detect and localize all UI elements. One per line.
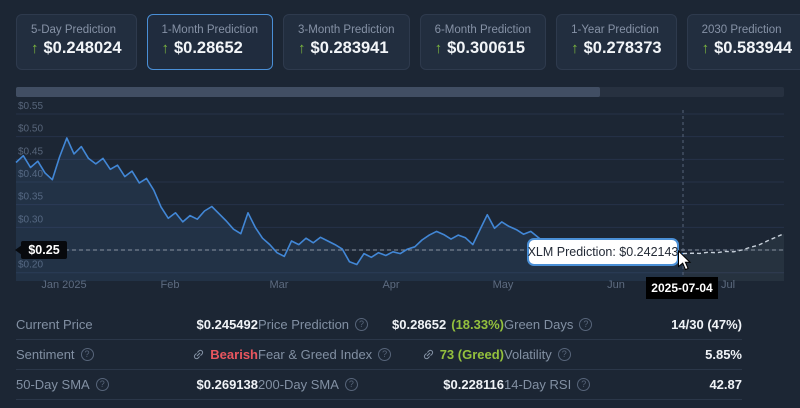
stat-200-day-sma: 200-Day SMA? $0.228116: [258, 370, 504, 400]
up-arrow-icon: ↑: [298, 40, 306, 57]
link-icon[interactable]: [419, 345, 437, 363]
prediction-card-5-day-prediction[interactable]: 5-Day Prediction ↑ $0.248024: [16, 14, 137, 70]
stat-value: 73 (Greed): [439, 347, 504, 362]
svg-text:$0.25: $0.25: [28, 243, 59, 257]
stat-label: Price Prediction: [258, 317, 350, 332]
stat-value: $0.228116: [443, 377, 504, 392]
prediction-card-label: 3-Month Prediction: [298, 24, 395, 36]
stat-price-prediction: Price Prediction? $0.28652 (18.33%): [258, 310, 504, 340]
chart-scrollbar[interactable]: [16, 87, 784, 97]
help-icon[interactable]: ?: [577, 378, 591, 391]
prediction-card-value: $0.283941: [310, 39, 389, 57]
prediction-card-label: 5-Day Prediction: [31, 24, 117, 36]
stat-label: Sentiment: [16, 347, 75, 362]
price-chart[interactable]: $0.55 $0.50 $0.45 $0.40 $0.35 $0.30 $0.20 Jan 2…: [0, 100, 800, 304]
help-icon[interactable]: ?: [355, 318, 369, 331]
help-icon[interactable]: ?: [95, 378, 109, 391]
prediction-card-1-month-prediction[interactable]: 1-Month Prediction ↑ $0.28652: [146, 14, 274, 70]
stat-label: 14-Day RSI: [504, 377, 572, 392]
chart-tooltip: XLM Prediction: $0.242143: [527, 238, 679, 266]
prediction-card-value: $0.583944: [714, 39, 793, 57]
stats-table: Current Price $0.245492 Price Prediction? $…: [0, 304, 800, 400]
prediction-card-value: $0.28652: [174, 39, 243, 57]
stat-value: Bearish: [210, 347, 258, 362]
x-tick-label: Jul: [721, 279, 735, 291]
stat-value: $0.269138: [196, 377, 258, 392]
prediction-line: [682, 233, 785, 255]
stat-label: Green Days: [504, 317, 574, 332]
stat-value: 42.87: [709, 377, 742, 392]
help-icon[interactable]: ?: [579, 318, 593, 331]
help-icon[interactable]: ?: [344, 378, 358, 391]
stat-label: 50-Day SMA: [16, 377, 90, 392]
stat-14-day-rsi: 14-Day RSI? 42.87: [504, 370, 742, 400]
y-tick-label: $0.30: [18, 214, 43, 225]
x-tick-label: Feb: [161, 279, 180, 291]
price-area: [16, 138, 683, 281]
stat-label: Current Price: [16, 317, 93, 332]
stat-fear-greed-index: Fear & Greed Index? 73 (Greed): [258, 340, 504, 370]
svg-text:2025-07-04: 2025-07-04: [651, 281, 713, 295]
y-tick-label: $0.55: [18, 101, 43, 112]
stat-value: $0.245492: [196, 317, 258, 332]
up-arrow-icon: ↑: [701, 40, 710, 57]
stat-sentiment: Sentiment? Bearish: [16, 340, 258, 370]
svg-text:XLM Prediction: $0.242143: XLM Prediction: $0.242143: [528, 245, 679, 259]
stat-value-suffix: (18.33%): [451, 317, 504, 332]
y-tick-label: $0.45: [18, 146, 43, 157]
stat-label: Fear & Greed Index: [258, 347, 373, 362]
prediction-card-label: 1-Month Prediction: [161, 24, 259, 36]
x-tick-label: Jun: [607, 279, 625, 291]
prediction-card-6-month-prediction[interactable]: 6-Month Prediction ↑ $0.300615: [419, 14, 547, 70]
y-tick-label: $0.50: [18, 124, 43, 135]
current-price-badge: $0.25: [15, 241, 67, 260]
stat-green-days: Green Days? 14/30 (47%): [504, 310, 742, 340]
help-icon[interactable]: ?: [557, 348, 571, 361]
prediction-cards: 5-Day Prediction ↑ $0.248024 1-Month Predic…: [0, 0, 800, 70]
stat-label: Volatility: [504, 347, 552, 362]
prediction-area: [683, 233, 784, 281]
prediction-card-2030-prediction[interactable]: 2030 Prediction ↑ $0.583944: [686, 14, 800, 70]
prediction-card-value: $0.300615: [447, 39, 526, 57]
stat-current-price: Current Price $0.245492: [16, 310, 258, 340]
link-icon[interactable]: [190, 345, 208, 363]
help-icon[interactable]: ?: [378, 348, 392, 361]
prediction-card-value: $0.278373: [583, 39, 662, 57]
prediction-card-label: 2030 Prediction: [701, 24, 782, 36]
stat-label: 200-Day SMA: [258, 377, 339, 392]
up-arrow-icon: ↑: [571, 40, 579, 57]
up-arrow-icon: ↑: [161, 40, 170, 57]
cursor-icon: [678, 249, 692, 271]
y-tick-label: $0.20: [18, 260, 43, 271]
prediction-card-value: $0.248024: [43, 39, 122, 57]
stat-value: $0.28652: [392, 317, 447, 332]
up-arrow-icon: ↑: [434, 40, 443, 57]
tooltip-date-badge: 2025-07-04: [646, 277, 718, 299]
prediction-card-label: 1-Year Prediction: [571, 24, 659, 36]
stat-50-day-sma: 50-Day SMA? $0.269138: [16, 370, 258, 400]
up-arrow-icon: ↑: [31, 40, 39, 57]
stat-value: 14/30 (47%): [671, 317, 742, 332]
help-icon[interactable]: ?: [80, 348, 94, 361]
x-tick-label: Apr: [382, 279, 399, 291]
stat-volatility: Volatility? 5.85%: [504, 340, 742, 370]
x-tick-label: May: [493, 279, 514, 291]
stat-value: 5.85%: [705, 347, 742, 362]
prediction-card-label: 6-Month Prediction: [434, 24, 532, 36]
y-tick-label: $0.35: [18, 192, 43, 203]
prediction-card-3-month-prediction[interactable]: 3-Month Prediction ↑ $0.283941: [283, 14, 410, 70]
y-tick-label: $0.40: [18, 169, 43, 180]
x-tick-label: Jan 2025: [41, 279, 86, 291]
x-tick-label: Mar: [270, 279, 289, 291]
scrollbar-thumb[interactable]: [16, 87, 600, 97]
prediction-card-1-year-prediction[interactable]: 1-Year Prediction ↑ $0.278373: [556, 14, 677, 70]
